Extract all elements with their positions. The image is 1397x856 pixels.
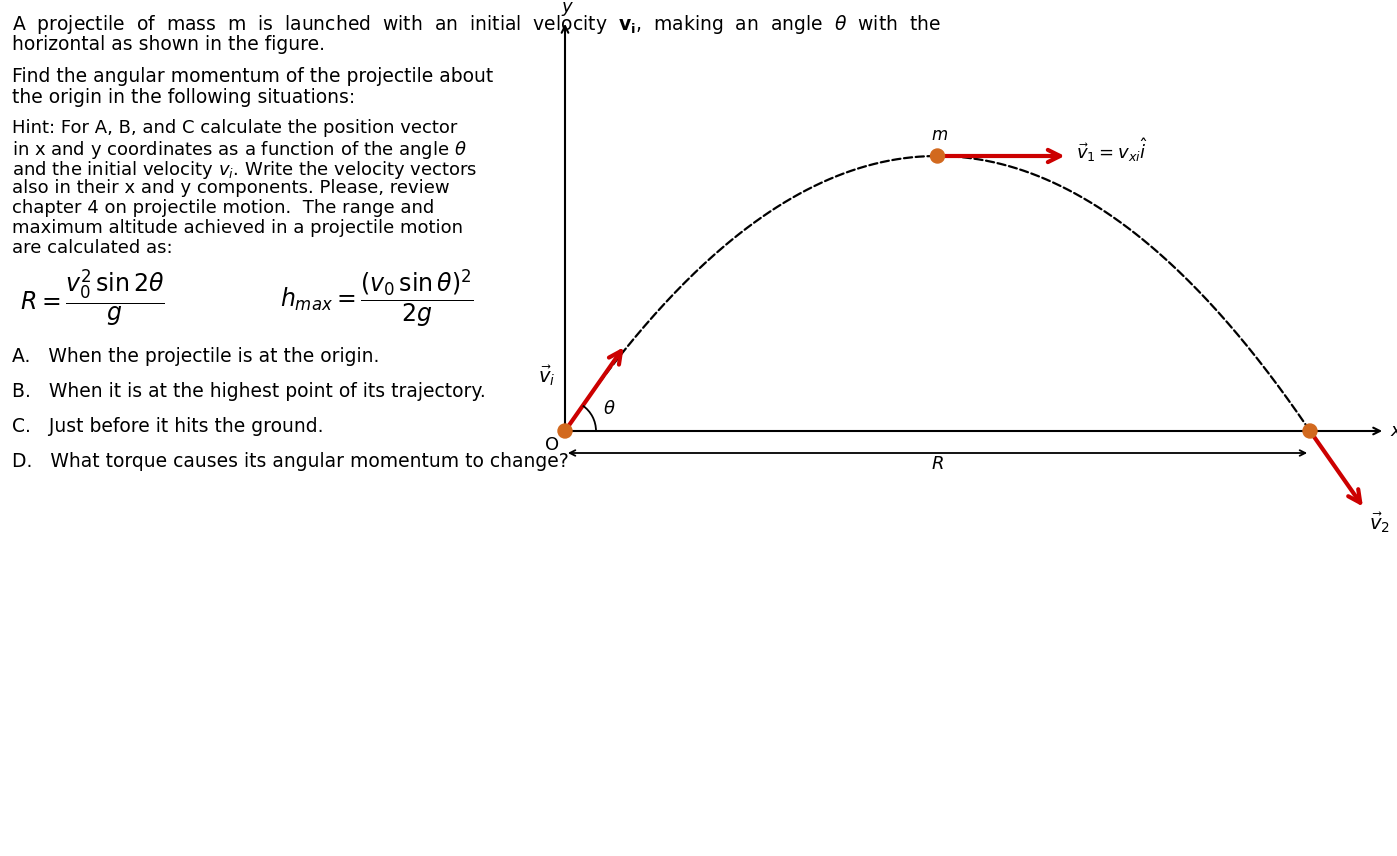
Circle shape [1303, 424, 1317, 438]
Text: R: R [932, 455, 944, 473]
Text: the origin in the following situations:: the origin in the following situations: [13, 88, 355, 107]
Circle shape [930, 149, 944, 163]
Text: C.   Just before it hits the ground.: C. Just before it hits the ground. [13, 417, 324, 436]
Text: x: x [1390, 422, 1397, 440]
Text: $\vec{v}_i$: $\vec{v}_i$ [538, 364, 555, 388]
Text: D.   What torque causes its angular momentum to change?: D. What torque causes its angular moment… [13, 452, 569, 471]
Text: Find the angular momentum of the projectile about: Find the angular momentum of the project… [13, 67, 493, 86]
Text: and the initial velocity $v_i$. Write the velocity vectors: and the initial velocity $v_i$. Write th… [13, 159, 478, 181]
Circle shape [557, 424, 571, 438]
Text: $R = \dfrac{v_0^2\,\sin 2\theta}{g}$: $R = \dfrac{v_0^2\,\sin 2\theta}{g}$ [20, 267, 165, 328]
Text: chapter 4 on projectile motion.  The range and: chapter 4 on projectile motion. The rang… [13, 199, 434, 217]
Text: O: O [545, 436, 559, 454]
Text: $\vec{v}_1 = v_{xi}\hat{i}$: $\vec{v}_1 = v_{xi}\hat{i}$ [1076, 136, 1147, 163]
Text: maximum altitude achieved in a projectile motion: maximum altitude achieved in a projectil… [13, 219, 462, 237]
Text: are calculated as:: are calculated as: [13, 239, 173, 257]
Text: A  projectile  of  mass  m  is  launched  with  an  initial  velocity  $\mathbf{: A projectile of mass m is launched with … [13, 13, 942, 36]
Text: y: y [562, 0, 573, 16]
Text: $h_{max} = \dfrac{(v_0\,\sin\theta)^2}{2g}$: $h_{max} = \dfrac{(v_0\,\sin\theta)^2}{2… [279, 267, 474, 329]
Text: Hint: For A, B, and C calculate the position vector: Hint: For A, B, and C calculate the posi… [13, 119, 457, 137]
Text: horizontal as shown in the figure.: horizontal as shown in the figure. [13, 35, 326, 54]
Text: $\vec{v}_2$: $\vec{v}_2$ [1369, 511, 1390, 535]
Text: m: m [932, 126, 947, 144]
Text: $\theta$: $\theta$ [604, 400, 616, 418]
Text: in x and y coordinates as a function of the angle $\theta$: in x and y coordinates as a function of … [13, 139, 467, 161]
Text: also in their x and y components. Please, review: also in their x and y components. Please… [13, 179, 450, 197]
Text: B.   When it is at the highest point of its trajectory.: B. When it is at the highest point of it… [13, 382, 486, 401]
Text: A.   When the projectile is at the origin.: A. When the projectile is at the origin. [13, 347, 380, 366]
